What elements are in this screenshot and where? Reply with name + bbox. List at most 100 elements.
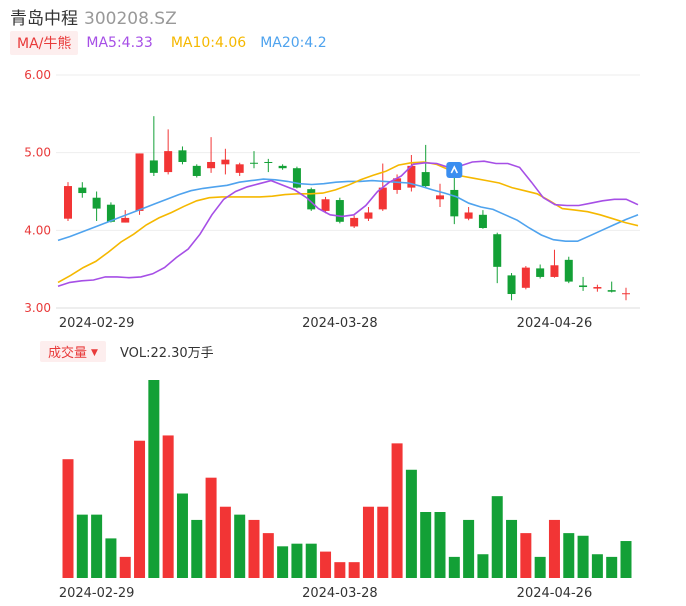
- volume-bar: [491, 496, 503, 578]
- candle: [106, 202, 115, 223]
- volume-bar: [277, 546, 289, 578]
- x-tick-label: 2024-03-28: [302, 316, 378, 331]
- dropdown-caret-icon: ▼: [91, 347, 98, 358]
- candle: [92, 191, 101, 222]
- candle-body: [407, 165, 416, 188]
- candle: [264, 158, 273, 173]
- volume-bar: [162, 435, 174, 578]
- volume-bar: [506, 519, 518, 578]
- candle: [278, 164, 287, 170]
- info-marker-icon: [446, 162, 463, 178]
- volume-bar: [219, 506, 231, 578]
- candle: [207, 137, 216, 173]
- ma-toggle-button[interactable]: MA/牛熊: [10, 31, 79, 55]
- y-tick-label: 6.00: [24, 68, 51, 82]
- candle-body: [121, 217, 130, 223]
- volume-bar: [305, 543, 317, 578]
- candle-body: [622, 293, 630, 295]
- candle: [335, 197, 344, 224]
- candle-body: [393, 178, 402, 190]
- candle-body: [292, 168, 301, 188]
- candle: [450, 177, 459, 225]
- candle-body: [436, 195, 444, 200]
- candle-body: [307, 189, 316, 210]
- volume-bar: [520, 533, 532, 578]
- volume-bar: [563, 533, 575, 578]
- volume-toggle-label: 成交量: [48, 345, 88, 361]
- volume-bar: [606, 556, 618, 578]
- candle: [507, 273, 516, 301]
- candle: [321, 196, 330, 214]
- stock-title: 青岛中程 300208.SZ: [10, 4, 177, 29]
- candle-body: [264, 161, 273, 163]
- volume-bar: [148, 380, 160, 578]
- volume-bar: [291, 543, 303, 578]
- candle: [493, 232, 502, 284]
- candle-body: [92, 197, 101, 209]
- volume-bar: [577, 535, 589, 578]
- x-tick-label: 2024-04-26: [517, 316, 593, 331]
- candle-body: [135, 153, 144, 211]
- volume-bar: [105, 538, 117, 578]
- candle: [350, 215, 359, 229]
- volume-bar: [234, 514, 246, 578]
- volume-bar: [191, 519, 203, 578]
- candle: [178, 146, 187, 165]
- candle: [364, 207, 373, 222]
- volume-bar: [434, 512, 446, 578]
- candle-body: [521, 267, 530, 288]
- volume-bar: [134, 440, 146, 578]
- marker-badge: [446, 162, 463, 178]
- candle-body: [78, 187, 87, 194]
- volume-bar: [362, 506, 374, 578]
- candle-body: [106, 204, 115, 222]
- candle-body: [178, 150, 187, 162]
- candle: [307, 187, 316, 211]
- candle: [192, 164, 201, 178]
- volume-bar: [477, 554, 489, 578]
- ma10-line: [57, 161, 639, 284]
- candle-body: [450, 189, 459, 217]
- candle-body: [607, 290, 616, 292]
- candle: [164, 129, 173, 175]
- volume-bar: [62, 459, 74, 578]
- candle-body: [321, 199, 330, 211]
- volume-bar: [620, 541, 632, 578]
- candle: [550, 249, 559, 278]
- candle: [421, 144, 430, 188]
- candle: [235, 162, 244, 176]
- candle: [135, 153, 144, 215]
- candle-body: [593, 287, 602, 289]
- candle-body: [564, 259, 573, 282]
- candle: [78, 182, 87, 198]
- stock-code: 300208.SZ: [84, 9, 177, 29]
- volume-bar: [391, 443, 403, 578]
- candle: [121, 210, 130, 223]
- candle: [292, 166, 301, 189]
- candle: [64, 182, 72, 222]
- candle-body: [579, 285, 588, 288]
- volume-toggle-button[interactable]: 成交量 ▼: [40, 340, 106, 362]
- volume-x-tick-label: 2024-03-28: [302, 586, 378, 601]
- candle-body: [421, 172, 430, 187]
- candle: [593, 284, 602, 292]
- x-tick-label: 2024-02-29: [59, 316, 135, 331]
- volume-bar: [591, 554, 603, 578]
- candle-body: [278, 165, 287, 169]
- volume-x-tick-label: 2024-04-26: [517, 586, 593, 601]
- volume-bar: [534, 556, 546, 578]
- candle: [250, 151, 258, 169]
- candle-body: [221, 159, 230, 165]
- candle: [407, 154, 416, 192]
- candle-body: [164, 151, 173, 173]
- candle-body: [250, 162, 258, 164]
- volume-bar: [205, 477, 217, 578]
- volume-bar: [91, 514, 103, 578]
- volume-bar: [176, 493, 188, 578]
- stock-name: 青岛中程: [10, 9, 78, 29]
- y-tick-label: 3.00: [24, 301, 51, 315]
- candle: [521, 266, 530, 290]
- volume-bar: [334, 562, 346, 578]
- ma20-line: [57, 178, 639, 242]
